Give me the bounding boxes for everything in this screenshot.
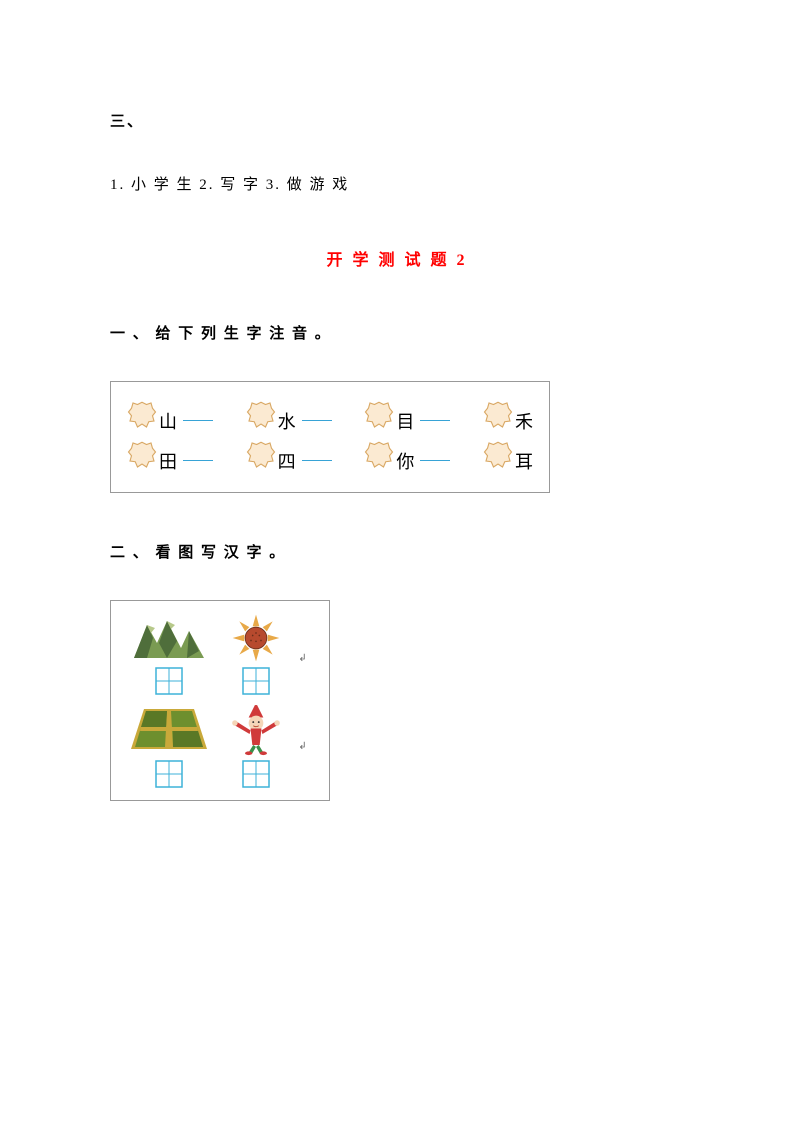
badge-icon bbox=[364, 440, 394, 470]
underline bbox=[302, 449, 332, 461]
badge-icon bbox=[483, 440, 513, 470]
char-label: 禾 bbox=[515, 408, 533, 434]
line-marker: ↲ bbox=[298, 741, 306, 834]
underline bbox=[420, 449, 450, 461]
write-grid-icon bbox=[155, 760, 183, 788]
pinyin-cell: 水 bbox=[246, 400, 332, 430]
pinyin-cell: 目 bbox=[364, 400, 450, 430]
write-grid-icon bbox=[242, 760, 270, 788]
pinyin-cell: 你 bbox=[364, 440, 450, 470]
picture-row-2: ↲ bbox=[121, 701, 319, 794]
section-1-heading: 一 、 给 下 列 生 字 注 音 。 bbox=[110, 322, 684, 343]
pinyin-cell: 耳 bbox=[483, 440, 533, 470]
badge-icon bbox=[127, 440, 157, 470]
sun-icon bbox=[226, 613, 286, 663]
field-icon bbox=[129, 701, 209, 756]
char-label: 你 bbox=[396, 448, 414, 474]
pinyin-cell: 田 bbox=[127, 440, 213, 470]
pinyin-row-2: 田 四 你 耳 bbox=[127, 440, 533, 470]
write-grid-icon bbox=[155, 667, 183, 695]
badge-icon bbox=[364, 400, 394, 430]
picture-cell-elf bbox=[226, 701, 286, 794]
badge-icon bbox=[127, 400, 157, 430]
pinyin-box: 山 水 目 禾 田 四 你 bbox=[110, 381, 550, 493]
picture-cell-sun bbox=[226, 613, 286, 701]
answer-line: 1. 小 学 生 2. 写 字 3. 做 游 戏 bbox=[110, 173, 684, 194]
underline bbox=[183, 449, 213, 461]
underline bbox=[302, 409, 332, 421]
picture-box: ↲ bbox=[110, 600, 330, 801]
char-label: 山 bbox=[159, 408, 177, 434]
char-label: 耳 bbox=[515, 448, 533, 474]
underline bbox=[183, 409, 213, 421]
badge-icon bbox=[246, 440, 276, 470]
pinyin-cell: 禾 bbox=[483, 400, 533, 430]
mountain-icon bbox=[129, 613, 209, 663]
pinyin-cell: 山 bbox=[127, 400, 213, 430]
char-label: 水 bbox=[278, 408, 296, 434]
section-2-heading: 二 、 看 图 写 汉 字 。 bbox=[110, 541, 684, 562]
pinyin-row-1: 山 水 目 禾 bbox=[127, 400, 533, 430]
badge-icon bbox=[483, 400, 513, 430]
picture-cell-mountain bbox=[129, 613, 209, 701]
picture-cell-field bbox=[129, 701, 209, 794]
line-marker: ↲ bbox=[298, 653, 306, 741]
elf-icon bbox=[226, 701, 286, 756]
section-3-label: 三、 bbox=[110, 110, 684, 131]
char-label: 四 bbox=[278, 448, 296, 474]
underline bbox=[420, 409, 450, 421]
char-label: 目 bbox=[396, 408, 414, 434]
picture-row-1: ↲ bbox=[121, 613, 319, 701]
char-label: 田 bbox=[159, 448, 177, 474]
badge-icon bbox=[246, 400, 276, 430]
write-grid-icon bbox=[242, 667, 270, 695]
pinyin-cell: 四 bbox=[246, 440, 332, 470]
test-title: 开 学 测 试 题 2 bbox=[110, 246, 684, 270]
